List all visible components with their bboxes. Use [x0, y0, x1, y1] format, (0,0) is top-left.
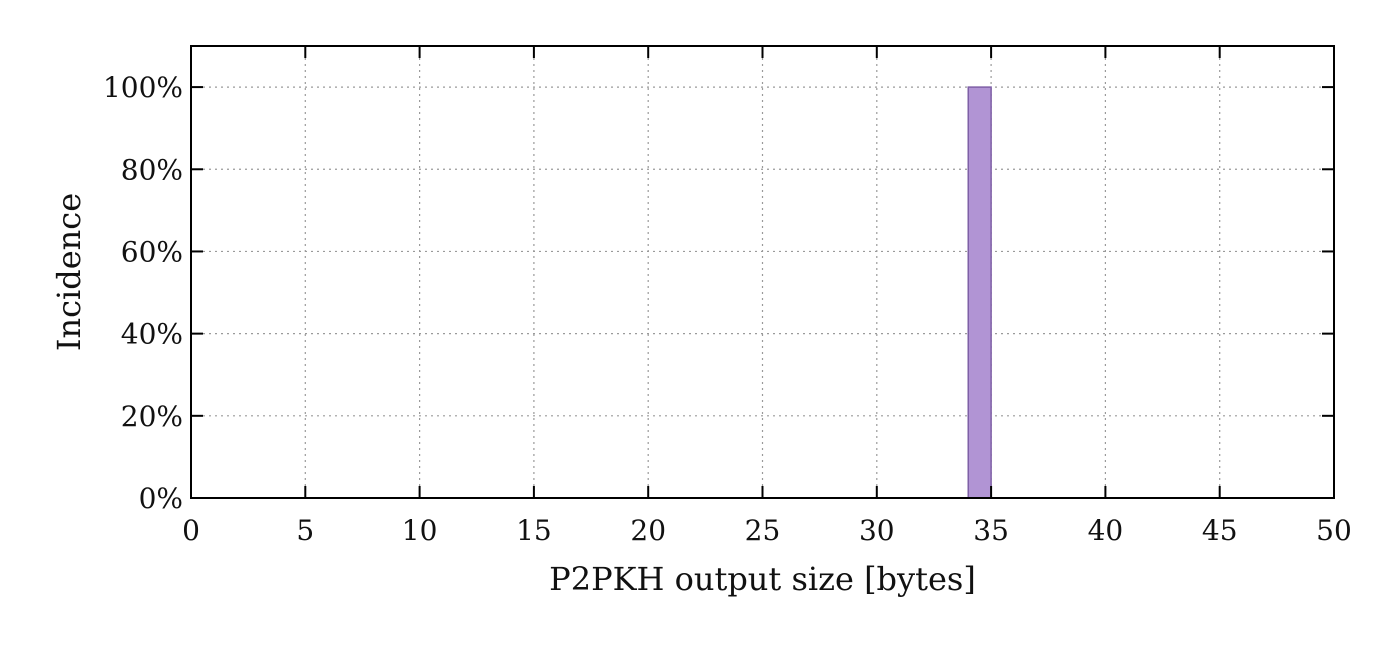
labels-layer: 0 5 10 15 20 25 30 35 40 45 50 0% 20% 40% 60% 80% 100% — [103, 71, 1352, 547]
grid-layer — [191, 46, 1334, 498]
y-tick-label: 0% — [139, 482, 183, 515]
x-tick-label: 45 — [1202, 514, 1238, 547]
y-tick-label: 60% — [121, 235, 183, 268]
x-tick-label: 5 — [296, 514, 314, 547]
x-tick-label: 35 — [973, 514, 1009, 547]
y-tick-label: 40% — [121, 318, 183, 351]
y-tick-label: 80% — [121, 153, 183, 186]
x-tick-label: 15 — [516, 514, 552, 547]
x-axis-title: P2PKH output size [bytes] — [549, 560, 976, 598]
y-axis-title: Incidence — [50, 193, 88, 351]
y-tick-label: 20% — [121, 400, 183, 433]
bar — [967, 86, 992, 499]
x-tick-label: 20 — [630, 514, 666, 547]
x-tick-label: 30 — [859, 514, 895, 547]
x-tick-label: 10 — [402, 514, 438, 547]
x-tick-label: 50 — [1316, 514, 1352, 547]
bars-layer — [967, 86, 992, 499]
plot-frame — [190, 45, 1335, 499]
x-tick-label: 25 — [745, 514, 781, 547]
y-tick-label: 100% — [103, 71, 183, 104]
x-tick-label: 40 — [1088, 514, 1124, 547]
x-tick-label: 0 — [182, 514, 200, 547]
